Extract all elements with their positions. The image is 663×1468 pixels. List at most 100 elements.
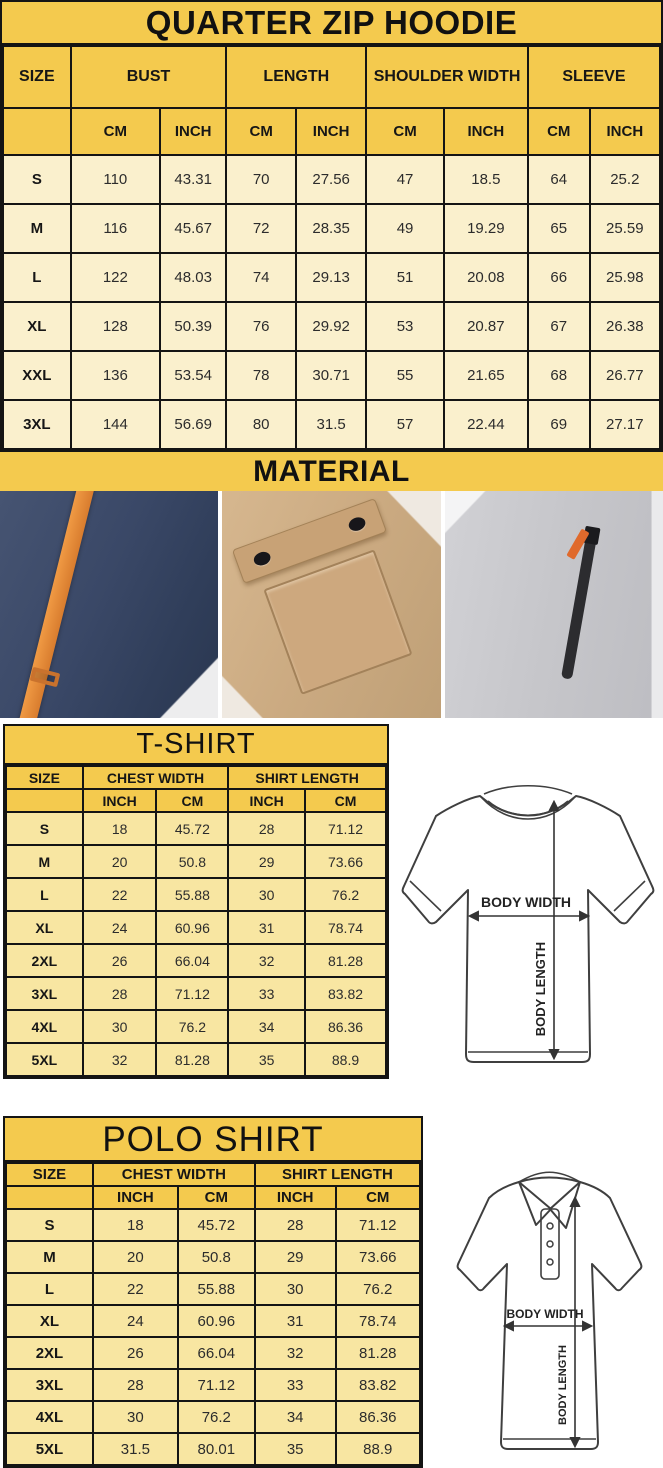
polo-section: POLO SHIRT SIZE CHEST WIDTH SHIRT LENGTH… <box>0 1116 663 1468</box>
polo-unit: CM <box>334 1185 422 1210</box>
polo-title: POLO SHIRT <box>5 1118 421 1162</box>
hoodie-unit: INCH <box>294 107 368 156</box>
size-cell: 4XL <box>5 1400 94 1434</box>
size-cell: XXL <box>2 350 72 401</box>
value-cell: 26.77 <box>588 350 662 401</box>
size-cell: 3XL <box>5 1368 94 1402</box>
hoodie-unit-blank <box>2 107 72 156</box>
hoodie-title: QUARTER ZIP HOODIE <box>2 2 661 45</box>
tshirt-header-row: SIZE CHEST WIDTH SHIRT LENGTH <box>5 765 387 790</box>
value-cell: 88.9 <box>334 1432 422 1466</box>
tshirt-row-5xl: 5XL 32 81.28 35 88.9 <box>5 1042 387 1077</box>
value-cell: 18 <box>81 811 158 846</box>
value-cell: 71.12 <box>334 1208 422 1242</box>
value-cell: 71.12 <box>176 1368 256 1402</box>
hoodie-unit: CM <box>225 107 297 156</box>
hoodie-unit: CM <box>526 107 591 156</box>
value-cell: 81.28 <box>155 1042 230 1077</box>
polo-placket <box>540 1208 560 1280</box>
tshirt-row-2xl: 2XL 26 66.04 32 81.28 <box>5 943 387 978</box>
value-cell: 29 <box>253 1240 337 1274</box>
polo-row-s: S 18 45.72 28 71.12 <box>5 1208 422 1242</box>
value-cell: 33 <box>253 1368 337 1402</box>
value-cell: 33 <box>227 976 307 1011</box>
tshirt-row-s: S 18 45.72 28 71.12 <box>5 811 387 846</box>
hoodie-unit: INCH <box>158 107 228 156</box>
value-cell: 70 <box>225 154 297 205</box>
value-cell: 43.31 <box>158 154 228 205</box>
value-cell: 35 <box>227 1042 307 1077</box>
value-cell: 32 <box>81 1042 158 1077</box>
tshirt-unit: INCH <box>81 788 158 813</box>
value-cell: 31.5 <box>91 1432 179 1466</box>
polo-measurement-diagram: BODY WIDTH BODY LENGTH <box>456 1171 643 1450</box>
polo-header-size: SIZE <box>5 1162 94 1187</box>
value-cell: 27.56 <box>294 154 368 205</box>
value-cell: 45.67 <box>158 203 228 254</box>
value-cell: 18.5 <box>442 154 529 205</box>
value-cell: 78.74 <box>334 1304 422 1338</box>
value-cell: 34 <box>227 1009 307 1044</box>
value-cell: 83.82 <box>304 976 387 1011</box>
value-cell: 28.35 <box>294 203 368 254</box>
polo-row-3xl: 3XL 28 71.12 33 83.82 <box>5 1368 422 1402</box>
value-cell: 116 <box>69 203 162 254</box>
value-cell: 47 <box>365 154 445 205</box>
polo-collar-left <box>518 1181 552 1226</box>
value-cell: 128 <box>69 301 162 352</box>
value-cell: 66.04 <box>176 1336 256 1370</box>
body-length-label: BODY LENGTH <box>557 1345 569 1425</box>
value-cell: 30 <box>227 877 307 912</box>
polo-unit-blank <box>5 1185 94 1210</box>
tshirt-cuff-line <box>409 880 442 912</box>
tshirt-row-l: L 22 55.88 30 76.2 <box>5 877 387 912</box>
size-cell: XL <box>2 301 72 352</box>
hoodie-header-length: LENGTH <box>225 45 368 109</box>
tshirt-header-length: SHIRT LENGTH <box>227 765 387 790</box>
polo-row-2xl: 2XL 26 66.04 32 81.28 <box>5 1336 422 1370</box>
value-cell: 20.08 <box>442 252 529 303</box>
polo-unit-row: INCH CM INCH CM <box>5 1185 422 1210</box>
value-cell: 76 <box>225 301 297 352</box>
value-cell: 31 <box>253 1304 337 1338</box>
value-cell: 81.28 <box>304 943 387 978</box>
value-cell: 66 <box>526 252 591 303</box>
hoodie-row-3xl: 3XL 144 56.69 80 31.5 57 22.44 69 27.17 <box>2 399 662 450</box>
zipper <box>555 523 604 682</box>
tshirt-unit-row: INCH CM INCH CM <box>5 788 387 813</box>
hoodie-unit: INCH <box>588 107 662 156</box>
value-cell: 22 <box>81 877 158 912</box>
value-cell: 29.92 <box>294 301 368 352</box>
tshirt-collar-rib <box>487 800 569 817</box>
hoodie-header-sleeve: SLEEVE <box>526 45 662 109</box>
value-cell: 71.12 <box>304 811 387 846</box>
pocket-button <box>252 549 273 568</box>
size-cell: L <box>5 877 84 912</box>
polo-size-chart: POLO SHIRT SIZE CHEST WIDTH SHIRT LENGTH… <box>3 1116 423 1468</box>
value-cell: 25.2 <box>588 154 662 205</box>
tshirt-row-xl: XL 24 60.96 31 78.74 <box>5 910 387 945</box>
hoodie-size-chart: QUARTER ZIP HOODIE SIZE BUST LENGTH SHOU… <box>0 0 663 452</box>
value-cell: 22 <box>91 1272 179 1306</box>
value-cell: 76.2 <box>334 1272 422 1306</box>
value-cell: 76.2 <box>155 1009 230 1044</box>
value-cell: 45.72 <box>176 1208 256 1242</box>
hoodie-row-xl: XL 128 50.39 76 29.92 53 20.87 67 26.38 <box>2 301 662 352</box>
body-width-label: BODY WIDTH <box>506 1307 583 1321</box>
value-cell: 28 <box>227 811 307 846</box>
value-cell: 21.65 <box>442 350 529 401</box>
hoodie-unit-row: CM INCH CM INCH CM INCH CM INCH <box>2 107 662 156</box>
value-cell: 53 <box>365 301 445 352</box>
tshirt-row-4xl: 4XL 30 76.2 34 86.36 <box>5 1009 387 1044</box>
polo-button <box>546 1258 554 1266</box>
value-cell: 74 <box>225 252 297 303</box>
polo-row-l: L 22 55.88 30 76.2 <box>5 1272 422 1306</box>
value-cell: 50.39 <box>158 301 228 352</box>
value-cell: 29.13 <box>294 252 368 303</box>
value-cell: 49 <box>365 203 445 254</box>
tshirt-outline <box>401 795 655 1063</box>
tshirt-collar-rib <box>483 784 573 795</box>
value-cell: 80 <box>225 399 297 450</box>
value-cell: 26 <box>81 943 158 978</box>
value-cell: 27.17 <box>588 399 662 450</box>
